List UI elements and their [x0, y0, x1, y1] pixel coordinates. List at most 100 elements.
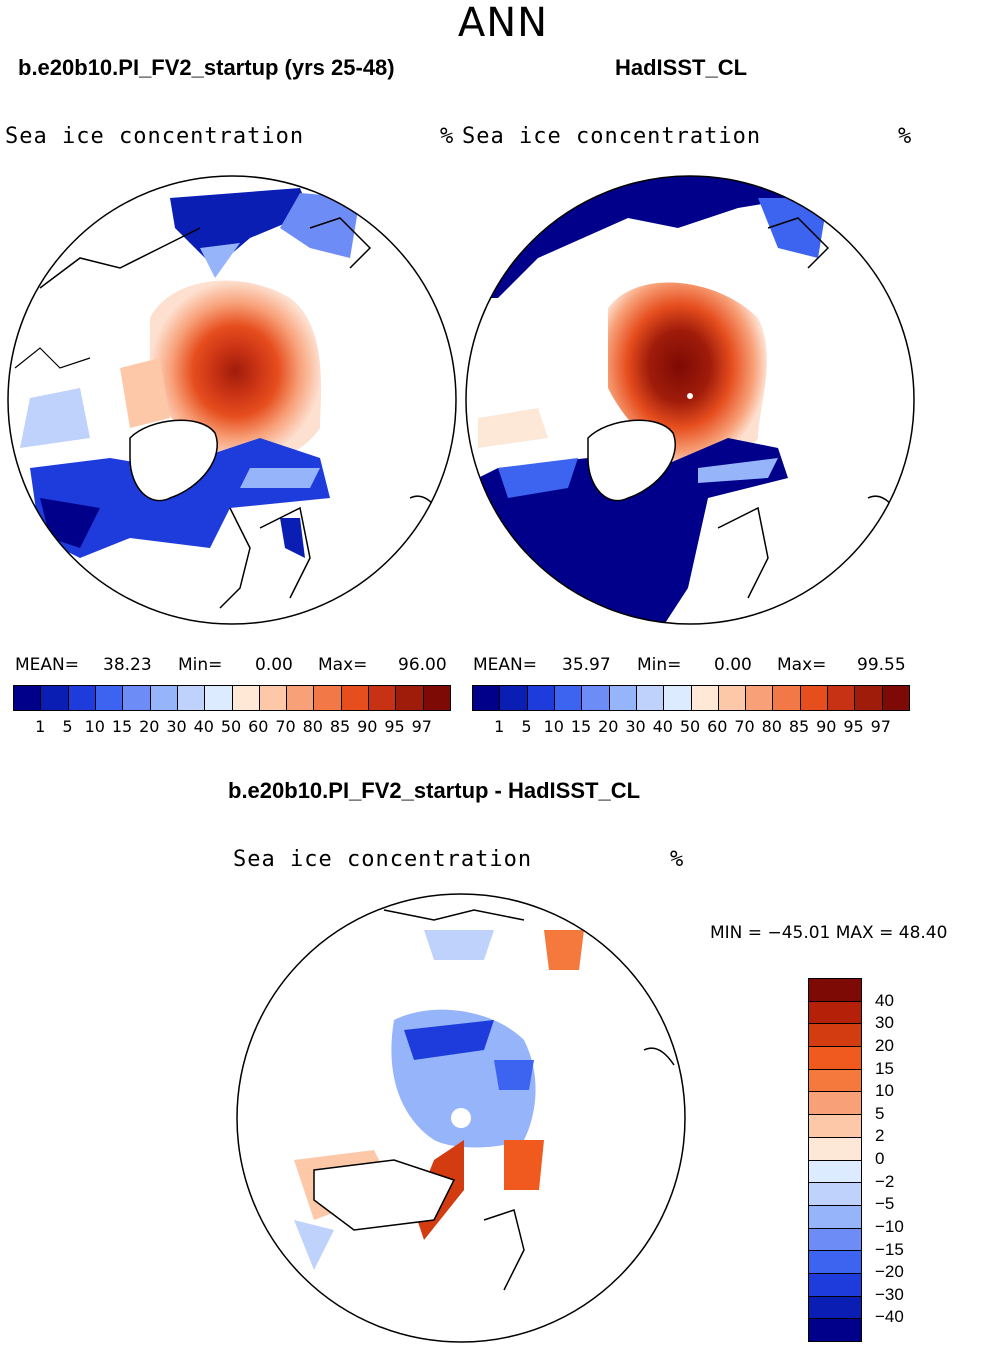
colorbar-tick-label: −20 [875, 1262, 904, 1282]
colorbar-swatch [287, 686, 315, 710]
colorbar-tick-label: 1 [35, 717, 46, 736]
colorbar-tick-label: 90 [816, 717, 837, 736]
colorbar-swatch [809, 1160, 861, 1184]
colorbar-swatch [828, 686, 856, 710]
colorbar-tick-label: 15 [111, 717, 133, 736]
panel3-variable-label: Sea ice concentration [233, 847, 533, 872]
colorbar-tick-label: 97 [870, 717, 891, 736]
panel3-unit: % [670, 847, 685, 872]
colorbar-tick-label: −5 [875, 1194, 895, 1214]
panel2-title: HadISST_CL [615, 55, 748, 80]
colorbar-tick-label: 40 [875, 990, 894, 1010]
colorbar-swatch [809, 1205, 861, 1229]
panel3-colorbar [808, 978, 862, 1342]
colorbar-swatch [809, 1251, 861, 1274]
panel1-max-value: 96.00 [398, 655, 447, 675]
colorbar-tick-label: 30 [166, 717, 187, 736]
colorbar-tick-label: 15 [570, 717, 592, 736]
colorbar-tick-label: 60 [707, 717, 728, 736]
panel2-mean-value: 35.97 [562, 655, 611, 675]
colorbar-swatch [636, 686, 665, 710]
colorbar-swatch [205, 686, 233, 710]
colorbar-swatch [882, 686, 909, 710]
panel1-title: b.e20b10.PI_FV2_startup (yrs 25-48) [18, 55, 395, 80]
colorbar-swatch [232, 686, 260, 710]
colorbar-swatch [582, 686, 610, 710]
colorbar-tick-label: 5 [521, 717, 532, 736]
colorbar-swatch [800, 686, 829, 710]
colorbar-tick-label: 40 [193, 717, 214, 736]
colorbar-tick-label: −40 [875, 1307, 904, 1327]
colorbar-tick-label: −10 [875, 1216, 904, 1236]
colorbar-tick-label: 30 [625, 717, 646, 736]
colorbar-swatch [809, 1183, 861, 1206]
colorbar-swatch [809, 1319, 861, 1341]
panel1-mean-label: MEAN= [15, 655, 79, 675]
panel3-title: b.e20b10.PI_FV2_startup - HadISST_CL [228, 778, 641, 803]
colorbar-tick-label: 85 [788, 717, 810, 736]
panel2-min-value: 0.00 [714, 655, 752, 675]
colorbar-swatch [809, 1024, 861, 1048]
colorbar-swatch [691, 686, 719, 710]
greenland [129, 419, 218, 502]
panel2-polar-map [465, 175, 915, 625]
colorbar-tick-label: 85 [329, 717, 351, 736]
colorbar-tick-label: 70 [734, 717, 755, 736]
colorbar-tick-label: 95 [384, 717, 405, 736]
colorbar-swatch [500, 686, 528, 710]
colorbar-tick-label: −15 [875, 1239, 904, 1259]
colorbar-swatch [809, 1115, 861, 1138]
colorbar-tick-label: 15 [875, 1058, 894, 1078]
panel2-colorbar [472, 685, 910, 711]
colorbar-tick-label: 0 [875, 1149, 885, 1168]
colorbar-swatch [746, 686, 774, 710]
greenland [587, 419, 676, 502]
colorbar-tick-label: 10 [875, 1081, 894, 1101]
colorbar-tick-label: 5 [62, 717, 73, 736]
panel3-difference-map [236, 893, 686, 1343]
colorbar-swatch [809, 1137, 861, 1161]
colorbar-swatch [809, 1092, 861, 1116]
panel2-max-label: Max= [777, 655, 827, 675]
panel1-variable-label: Sea ice concentration [5, 124, 305, 149]
colorbar-swatch [123, 686, 151, 710]
colorbar-swatch [809, 1273, 861, 1297]
colorbar-swatch [809, 979, 861, 1002]
colorbar-tick-label: 70 [275, 717, 296, 736]
colorbar-tick-label: 2 [875, 1126, 885, 1146]
arctic-ice-core [150, 280, 322, 462]
colorbar-swatch [177, 686, 206, 710]
colorbar-swatch [369, 686, 397, 710]
panel1-min-value: 0.00 [255, 655, 293, 675]
colorbar-swatch [150, 686, 178, 710]
panel1-unit: % [440, 124, 455, 149]
colorbar-swatch [396, 686, 424, 710]
colorbar-swatch [95, 686, 124, 710]
colorbar-swatch [41, 686, 69, 710]
colorbar-swatch [14, 686, 42, 710]
colorbar-swatch [773, 686, 801, 710]
colorbar-swatch [809, 1047, 861, 1070]
colorbar-tick-label: 97 [411, 717, 432, 736]
colorbar-tick-label: 10 [84, 717, 105, 736]
colorbar-tick-label: 80 [302, 717, 323, 736]
panel1-polar-map [7, 175, 457, 625]
panel2-max-value: 99.55 [857, 655, 906, 675]
panel1-min-label: Min= [178, 655, 223, 675]
colorbar-swatch [423, 686, 450, 710]
colorbar-swatch [809, 1001, 861, 1025]
panel2-mean-label: MEAN= [473, 655, 537, 675]
greenland [313, 1159, 456, 1231]
colorbar-swatch [664, 686, 692, 710]
colorbar-swatch [718, 686, 747, 710]
colorbar-tick-label: 30 [875, 1013, 894, 1033]
colorbar-swatch [527, 686, 555, 710]
colorbar-tick-label: 5 [875, 1103, 885, 1123]
colorbar-tick-label: 20 [598, 717, 619, 736]
colorbar-swatch [855, 686, 883, 710]
colorbar-swatch [609, 686, 637, 710]
colorbar-tick-label: 95 [843, 717, 864, 736]
colorbar-tick-label: 20 [875, 1035, 894, 1055]
panel3-minmax: MIN = −45.01 MAX = 48.40 [710, 923, 948, 943]
colorbar-swatch [68, 686, 96, 710]
